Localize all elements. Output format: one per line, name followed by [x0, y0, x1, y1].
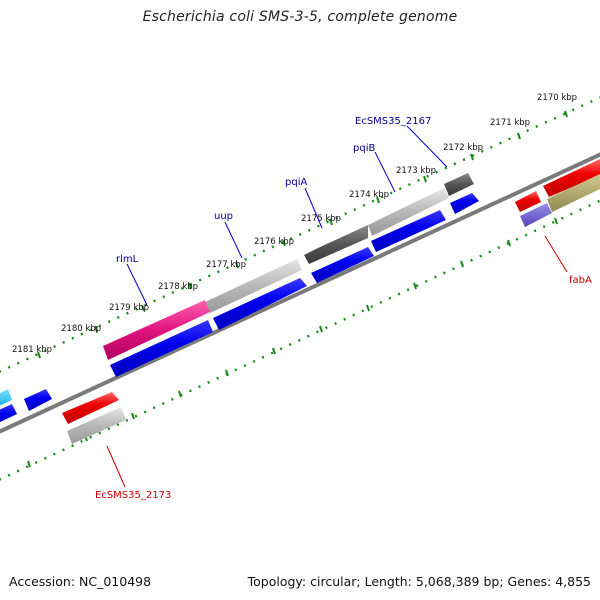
genome-summary-text: Topology: circular; Length: 5,068,389 bp…	[247, 574, 591, 589]
gene-label-ecsms35-2167: EcSMS35_2167	[355, 116, 431, 127]
tick-label-2178: 2178 kbp	[158, 282, 198, 292]
tick-label-2179: 2179 kbp	[109, 303, 149, 313]
gene-label-rlml: rlmL	[116, 254, 139, 265]
tick-label-2170: 2170 kbp	[537, 93, 577, 103]
tick-labels: 2170 kbp 2171 kbp 2172 kbp 2173 kbp 2174…	[12, 93, 577, 355]
feature-pink	[103, 300, 210, 360]
feature-purple	[520, 203, 552, 227]
tick-label-2177: 2177 kbp	[206, 260, 246, 270]
tick-label-2171: 2171 kbp	[490, 118, 530, 128]
gene-label-pqia: pqiA	[285, 177, 307, 188]
outer-tick-track	[0, 96, 600, 373]
feature-cyan	[0, 389, 12, 406]
feature-olive	[547, 174, 600, 212]
accession-text: Accession: NC_010498	[9, 574, 152, 589]
feature-blue	[213, 278, 307, 330]
feature-light-gray	[368, 188, 449, 236]
gene-label-ecsms35-2173: EcSMS35_2173	[95, 490, 171, 501]
gene-label-pqib: pqiB	[353, 143, 375, 154]
feature-light-gray	[67, 407, 126, 444]
feature-blue	[24, 389, 52, 411]
gene-label-uup: uup	[214, 211, 233, 222]
gene-label-faba: fabA	[569, 275, 592, 286]
feature-blue	[0, 404, 17, 423]
map-title: Escherichia coli SMS-3-5, complete genom…	[142, 9, 458, 25]
feature-dark-gray	[304, 225, 368, 264]
tick-label-2180: 2180 kbp	[61, 324, 101, 334]
tick-label-2174: 2174 kbp	[349, 190, 389, 200]
tick-label-2172: 2172 kbp	[443, 143, 483, 153]
feature-blue	[371, 210, 446, 252]
feature-red	[543, 159, 600, 197]
reverse-gene-labels: fabA EcSMS35_2173	[95, 235, 592, 501]
inner-major-ticks	[27, 217, 558, 468]
feature-light-gray	[205, 259, 302, 313]
forward-features	[103, 159, 600, 360]
tick-label-2175: 2175 kbp	[301, 214, 341, 224]
reverse-features	[62, 392, 126, 444]
feature-red	[62, 392, 119, 424]
feature-blue	[110, 320, 213, 377]
tick-label-2176: 2176 kbp	[254, 237, 294, 247]
forward-features-row-2	[0, 174, 600, 423]
forward-gene-labels: EcSMS35_2167 pqiB pqiA uup rlmL	[116, 116, 448, 306]
tick-label-2181: 2181 kbp	[12, 345, 52, 355]
inner-tick-track	[0, 199, 600, 481]
feature-blue	[311, 247, 374, 283]
outer-major-ticks	[37, 110, 568, 359]
genome-backbone	[0, 152, 600, 434]
feature-dark-gray	[444, 173, 474, 196]
feature-blue	[450, 193, 479, 214]
feature-red	[515, 191, 541, 212]
tick-label-2173: 2173 kbp	[396, 166, 436, 176]
